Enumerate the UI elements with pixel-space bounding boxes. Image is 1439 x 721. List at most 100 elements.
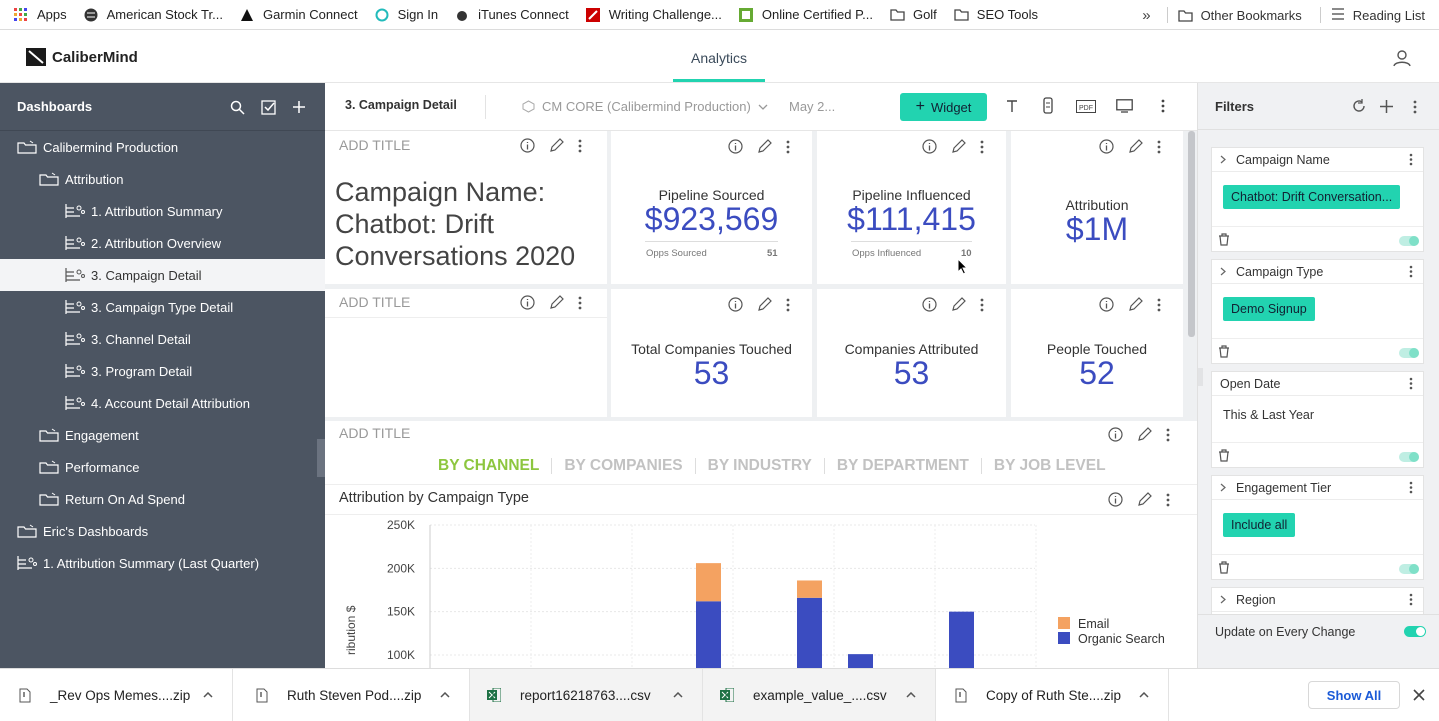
sidebar-item[interactable]: 3. Campaign Detail [0,259,325,291]
chevron-up-icon[interactable] [1139,692,1149,698]
edit-icon[interactable] [757,297,772,315]
filter-widget-icon[interactable] [1042,97,1054,117]
bookmark-golf[interactable]: Golf [890,7,937,22]
info-icon[interactable] [922,297,937,315]
bookmark-sign-in[interactable]: Sign In [375,7,438,22]
download-item[interactable]: _Rev Ops Memes....zip [0,669,233,721]
filter-header[interactable]: Campaign Name [1212,148,1423,172]
other-bookmarks[interactable]: Other Bookmarks [1200,7,1302,23]
filter-header[interactable]: Engagement Tier [1212,476,1423,500]
add-filter-icon[interactable] [1380,100,1393,116]
tab-by-companies[interactable]: BY COMPANIES [564,457,683,474]
info-icon[interactable] [1108,492,1123,510]
info-icon[interactable] [1099,297,1114,315]
bookmark-apps[interactable]: Apps [14,7,67,22]
edit-icon[interactable] [757,139,772,157]
tab-by-channel[interactable]: BY CHANNEL [438,457,540,474]
sidebar-item[interactable]: Return On Ad Spend [0,483,325,515]
more-menu-icon[interactable] [1409,153,1413,166]
more-menu-icon[interactable] [786,140,790,157]
filter-header[interactable]: Campaign Type [1212,260,1423,284]
date-filter[interactable]: May 2... [789,99,836,114]
info-icon[interactable] [728,139,743,157]
more-menu-icon[interactable] [786,298,790,315]
show-all-button[interactable]: Show All [1308,681,1400,709]
sidebar-item[interactable]: 3. Campaign Type Detail [0,291,325,323]
bookmark-writing[interactable]: Writing Challenge... [585,7,722,22]
more-menu-icon[interactable] [980,298,984,315]
edit-icon[interactable] [549,138,564,156]
add-title[interactable]: ADD TITLE [339,137,411,153]
more-menu-icon[interactable] [1409,593,1413,606]
filter-toggle[interactable] [1399,564,1419,574]
filter-chip[interactable]: Chatbot: Drift Conversation... [1223,185,1401,209]
add-title[interactable]: ADD TITLE [339,294,411,310]
filter-header[interactable]: Region [1212,588,1423,612]
edit-icon[interactable] [1137,492,1152,510]
tab-analytics[interactable]: Analytics [673,30,765,82]
bookmark-seo-tools[interactable]: SEO Tools [954,7,1038,22]
sidebar-item[interactable]: 2. Attribution Overview [0,227,325,259]
info-icon[interactable] [1099,139,1114,157]
search-icon[interactable] [230,100,245,118]
edit-icon[interactable] [1128,297,1143,315]
edit-icon[interactable] [1128,139,1143,157]
info-icon[interactable] [728,297,743,315]
more-menu-icon[interactable] [1409,377,1413,390]
filter-chip[interactable]: Demo Signup [1223,297,1315,321]
add-dashboard-icon[interactable] [292,100,306,117]
close-icon[interactable] [1413,689,1425,704]
more-menu-icon[interactable] [578,139,582,156]
text-icon[interactable] [1005,99,1019,116]
edit-icon[interactable] [1137,427,1152,445]
update-on-change-toggle[interactable] [1404,626,1426,637]
edit-icon[interactable] [951,139,966,157]
more-menu-icon[interactable] [1157,298,1161,315]
filter-toggle[interactable] [1399,452,1419,462]
trash-icon[interactable] [1218,561,1230,574]
more-menu-icon[interactable] [1413,100,1417,117]
download-item[interactable]: report16218763....csv [470,669,703,721]
sidebar-item[interactable]: Performance [0,451,325,483]
sidebar-resize-handle[interactable] [317,439,325,477]
bookmark-online-certified[interactable]: Online Certified P... [738,7,873,22]
chevron-up-icon[interactable] [906,692,916,698]
more-menu-icon[interactable] [980,140,984,157]
chevron-up-icon[interactable] [203,692,213,698]
more-bookmarks-chevron-icon[interactable]: » [1142,6,1151,24]
more-menu-icon[interactable] [1409,265,1413,278]
more-menu-icon[interactable] [1161,99,1165,116]
trash-icon[interactable] [1218,233,1230,246]
edit-icon[interactable] [549,295,564,313]
tab-by-job-level[interactable]: BY JOB LEVEL [993,457,1106,474]
more-menu-icon[interactable] [1166,493,1170,510]
trash-icon[interactable] [1218,449,1230,462]
more-menu-icon[interactable] [1409,481,1413,494]
info-icon[interactable] [520,295,535,313]
more-menu-icon[interactable] [578,296,582,313]
bookmark-american-stock[interactable]: American Stock Tr... [84,7,223,22]
trash-icon[interactable] [1218,345,1230,358]
filter-toggle[interactable] [1399,236,1419,246]
pdf-icon[interactable]: PDF [1076,100,1096,116]
sidebar-item[interactable]: Engagement [0,419,325,451]
sidebar-item[interactable]: 3. Program Detail [0,355,325,387]
download-item[interactable]: Copy of Ruth Ste....zip [936,669,1169,721]
tab-by-industry[interactable]: BY INDUSTRY [707,457,812,474]
bookmark-garmin[interactable]: Garmin Connect [240,7,358,22]
filter-header[interactable]: Open Date [1212,372,1423,396]
filters-resize-handle[interactable] [1198,368,1203,386]
logo[interactable]: CaliberMind [26,48,138,66]
filter-value[interactable]: This & Last Year [1223,408,1315,422]
info-icon[interactable] [520,138,535,156]
info-icon[interactable] [1108,427,1123,445]
sidebar-item[interactable]: 1. Attribution Summary [0,195,325,227]
reading-list[interactable]: Reading List [1352,7,1425,23]
chevron-up-icon[interactable] [673,692,683,698]
bookmark-itunes[interactable]: iTunes Connect [455,7,569,22]
sidebar-item[interactable]: Eric's Dashboards [0,515,325,547]
info-icon[interactable] [922,139,937,157]
more-menu-icon[interactable] [1157,140,1161,157]
edit-icon[interactable] [951,297,966,315]
sidebar-item[interactable]: 4. Account Detail Attribution [0,387,325,419]
